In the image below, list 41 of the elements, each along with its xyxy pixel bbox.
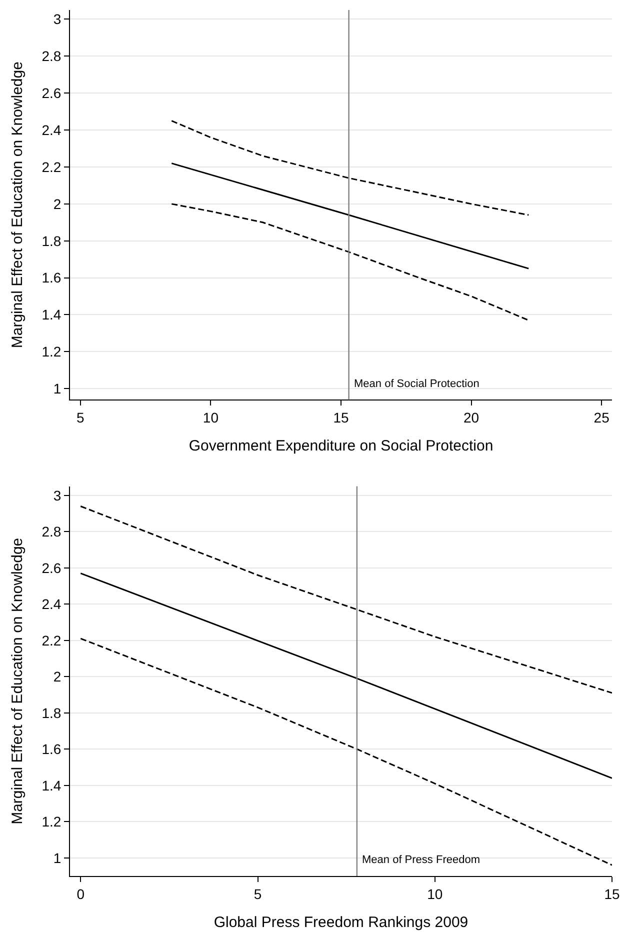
y-tick-label: 1.8 bbox=[42, 232, 62, 249]
x-tick-label: 20 bbox=[464, 410, 480, 426]
x-tick-label: 25 bbox=[594, 410, 610, 426]
x-axis-title: Government Expenditure on Social Protection bbox=[188, 438, 494, 454]
y-tick-label: 3 bbox=[53, 11, 62, 28]
y-tick-label: 1 bbox=[53, 380, 62, 397]
x-tick-label: 10 bbox=[427, 886, 443, 902]
y-tick-label: 1.4 bbox=[42, 306, 62, 323]
y-tick-label: 1.6 bbox=[42, 270, 62, 286]
y-tick-label: 2.2 bbox=[42, 632, 62, 648]
x-tick-label: 5 bbox=[76, 410, 85, 426]
line-series bbox=[80, 505, 612, 694]
y-tick-label: 1.4 bbox=[42, 777, 62, 794]
y-tick-label: 1 bbox=[53, 850, 62, 866]
y-tick-label: 3 bbox=[53, 487, 62, 504]
y-tick-label: 1.8 bbox=[42, 704, 62, 721]
y-axis-title: Marginal Effect of Education on Knowledge bbox=[8, 62, 26, 348]
y-tick-label: 2.8 bbox=[42, 524, 62, 540]
y-tick-label: 2 bbox=[53, 196, 62, 212]
y-axis-title: Marginal Effect of Education on Knowledge bbox=[8, 538, 26, 824]
x-tick-label: 10 bbox=[202, 410, 219, 426]
ref-line-label: Mean of Press Freedom bbox=[362, 854, 480, 866]
y-tick-label: 1.2 bbox=[42, 814, 62, 830]
x-tick-label: 15 bbox=[604, 886, 620, 902]
line-series bbox=[170, 120, 530, 216]
y-tick-label: 2.6 bbox=[42, 85, 62, 102]
line-series bbox=[80, 638, 612, 866]
y-tick-label: 2 bbox=[53, 668, 62, 685]
x-tick-label: 5 bbox=[254, 886, 262, 902]
x-axis-title: Global Press Freedom Rankings 2009 bbox=[214, 914, 468, 931]
y-tick-label: 1.6 bbox=[42, 741, 62, 758]
y-tick-label: 1.2 bbox=[42, 344, 62, 360]
y-tick-label: 2.4 bbox=[42, 122, 62, 138]
y-tick-label: 2.6 bbox=[42, 560, 62, 576]
line-series bbox=[170, 203, 530, 322]
y-tick-label: 2.2 bbox=[42, 158, 62, 175]
x-tick-label: 0 bbox=[76, 886, 85, 902]
x-tick-label: 15 bbox=[333, 410, 349, 426]
y-tick-label: 2.4 bbox=[42, 596, 62, 612]
ref-line-label: Mean of Social Protection bbox=[354, 378, 480, 390]
y-tick-label: 2.8 bbox=[42, 48, 62, 64]
